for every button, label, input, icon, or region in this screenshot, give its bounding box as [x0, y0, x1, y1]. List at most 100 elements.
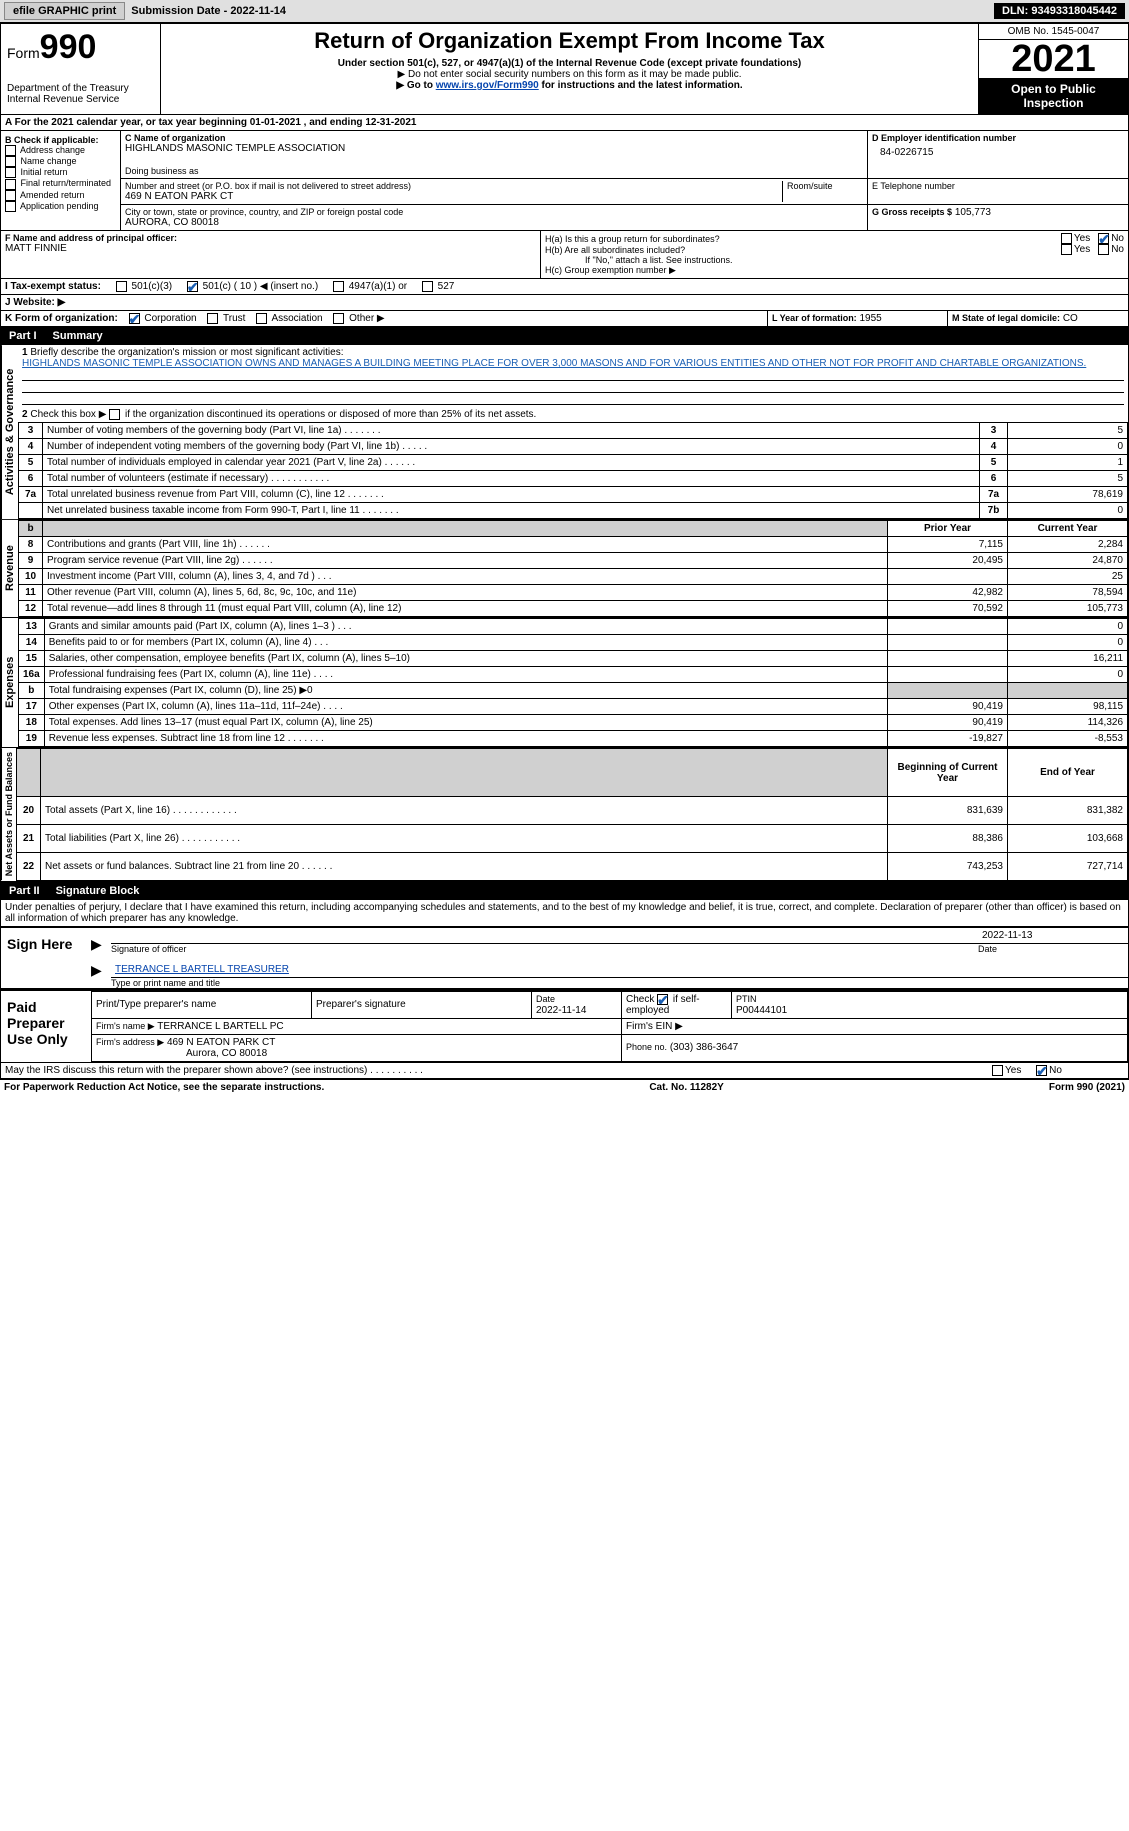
- b-opt-checkbox[interactable]: [5, 145, 16, 156]
- table-row: 22Net assets or fund balances. Subtract …: [17, 852, 1128, 880]
- section-g-label: G Gross receipts $: [872, 207, 952, 217]
- firm-addr2: Aurora, CO 80018: [96, 1048, 267, 1059]
- other-checkbox[interactable]: [333, 313, 344, 324]
- table-row: 15Salaries, other compensation, employee…: [19, 651, 1128, 667]
- sig-officer-field[interactable]: [111, 928, 978, 944]
- ha-yes-checkbox[interactable]: [1061, 233, 1072, 244]
- table-row: 9Program service revenue (Part VIII, lin…: [19, 553, 1128, 569]
- note-ssn: ▶ Do not enter social security numbers o…: [169, 69, 970, 80]
- section-fh: F Name and address of principal officer:…: [0, 231, 1129, 279]
- org-name: HIGHLANDS MASONIC TEMPLE ASSOCIATION: [125, 143, 863, 154]
- hb-yes-checkbox[interactable]: [1061, 244, 1072, 255]
- street-value: 469 N EATON PARK CT: [125, 191, 782, 202]
- 4947-checkbox[interactable]: [333, 281, 344, 292]
- section-b-label: B Check if applicable:: [5, 135, 116, 145]
- b-opt-checkbox[interactable]: [5, 190, 16, 201]
- 501c-checkbox[interactable]: [187, 281, 198, 292]
- section-b: B Check if applicable: Address change Na…: [1, 131, 121, 230]
- b-opt-checkbox[interactable]: [5, 167, 16, 178]
- table-row: 10Investment income (Part VIII, column (…: [19, 569, 1128, 585]
- dba-label: Doing business as: [125, 166, 863, 176]
- sig-date-value: 2022-11-13: [978, 928, 1128, 944]
- section-k-label: K Form of organization:: [5, 313, 118, 324]
- dln-label: DLN: 93493318045442: [994, 3, 1125, 19]
- trust-checkbox[interactable]: [207, 313, 218, 324]
- part2-num: Part II: [9, 885, 40, 897]
- q1-label: Briefly describe the organization's miss…: [30, 347, 343, 358]
- b-opt-checkbox[interactable]: [5, 201, 16, 212]
- self-employed-checkbox[interactable]: [657, 994, 668, 1005]
- part1-num: Part I: [9, 330, 37, 342]
- b-option: Initial return: [5, 167, 116, 178]
- discuss-no-checkbox[interactable]: [1036, 1065, 1047, 1076]
- table-row: 11Other revenue (Part VIII, column (A), …: [19, 585, 1128, 601]
- form-subtitle: Under section 501(c), 527, or 4947(a)(1)…: [169, 58, 970, 69]
- section-e-label: E Telephone number: [872, 181, 1124, 191]
- year-formation: 1955: [859, 313, 881, 324]
- arrow-icon: ▶: [91, 962, 111, 988]
- website-label: J Website: ▶: [1, 295, 1128, 310]
- part2-header: Part II Signature Block: [0, 882, 1129, 900]
- b-opt-checkbox[interactable]: [5, 156, 16, 167]
- section-i-label: I Tax-exempt status:: [5, 281, 101, 292]
- opt-527: 527: [438, 281, 455, 292]
- part2-title: Signature Block: [56, 885, 140, 897]
- officer-name-title: TERRANCE L BARTELL TREASURER: [111, 962, 1128, 978]
- revenue-label: Revenue: [1, 520, 18, 617]
- b-option: Name change: [5, 156, 116, 167]
- yes-label: Yes: [1074, 244, 1090, 255]
- table-row: 12Total revenue—add lines 8 through 11 (…: [19, 601, 1128, 617]
- ha-label: H(a) Is this a group return for subordin…: [545, 234, 1061, 244]
- pra-notice: For Paperwork Reduction Act Notice, see …: [4, 1082, 324, 1093]
- efile-print-button[interactable]: efile GRAPHIC print: [4, 2, 125, 20]
- table-row: Net unrelated business taxable income fr…: [19, 503, 1128, 519]
- sig-date-label: Date: [978, 944, 1128, 954]
- table-row: 8Contributions and grants (Part VIII, li…: [19, 537, 1128, 553]
- netassets-table: Beginning of Current YearEnd of Year20To…: [16, 748, 1128, 880]
- discuss-yes-checkbox[interactable]: [992, 1065, 1003, 1076]
- section-d-label: D Employer identification number: [872, 133, 1124, 143]
- table-row: 7aTotal unrelated business revenue from …: [19, 487, 1128, 503]
- note-link: ▶ Go to www.irs.gov/Form990 for instruct…: [169, 80, 970, 91]
- activities-governance-label: Activities & Governance: [1, 345, 18, 519]
- b-option: Amended return: [5, 190, 116, 201]
- hb-no-checkbox[interactable]: [1098, 244, 1109, 255]
- yes-label: Yes: [1074, 233, 1090, 244]
- arrow-icon: ▶: [91, 928, 111, 954]
- part1-title: Summary: [53, 330, 103, 342]
- room-label: Room/suite: [783, 181, 863, 202]
- q2-checkbox[interactable]: [109, 409, 120, 420]
- opt-501c: 501(c) ( 10 ) ◀ (insert no.): [203, 281, 319, 292]
- corp-checkbox[interactable]: [129, 313, 140, 324]
- paid-preparer-label: Paid Preparer Use Only: [1, 991, 91, 1062]
- b-option: Application pending: [5, 201, 116, 212]
- paid-preparer-section: Paid Preparer Use Only Print/Type prepar…: [0, 989, 1129, 1063]
- prep-name-label: Print/Type preparer's name: [92, 991, 312, 1018]
- expenses-table: 13Grants and similar amounts paid (Part …: [18, 618, 1128, 747]
- state-domicile: CO: [1063, 313, 1078, 324]
- table-header: Beginning of Current YearEnd of Year: [17, 749, 1128, 796]
- assoc-checkbox[interactable]: [256, 313, 267, 324]
- table-row: bTotal fundraising expenses (Part IX, co…: [19, 683, 1128, 699]
- form-number: Form990: [7, 28, 154, 67]
- expenses-label: Expenses: [1, 618, 18, 747]
- ha-no-checkbox[interactable]: [1098, 233, 1109, 244]
- firm-addr-label: Firm's address ▶: [96, 1037, 164, 1047]
- hc-label: H(c) Group exemption number ▶: [545, 265, 1124, 276]
- prep-sig-label: Preparer's signature: [312, 991, 532, 1018]
- irs-link[interactable]: www.irs.gov/Form990: [436, 80, 539, 91]
- section-klm: K Form of organization: Corporation Trus…: [0, 311, 1129, 327]
- discuss-text: May the IRS discuss this return with the…: [1, 1063, 988, 1078]
- prep-date-value: 2022-11-14: [536, 1005, 586, 1016]
- table-row: 4Number of independent voting members of…: [19, 439, 1128, 455]
- b-option: Address change: [5, 145, 116, 156]
- part1-header: Part I Summary: [0, 327, 1129, 345]
- table-row: 13Grants and similar amounts paid (Part …: [19, 619, 1128, 635]
- mission-text: HIGHLANDS MASONIC TEMPLE ASSOCIATION OWN…: [22, 358, 1086, 369]
- 527-checkbox[interactable]: [422, 281, 433, 292]
- b-opt-checkbox[interactable]: [5, 179, 16, 190]
- no-label: No: [1111, 244, 1124, 255]
- section-j: J Website: ▶: [0, 295, 1129, 311]
- table-header: bPrior YearCurrent Year: [19, 521, 1128, 537]
- 501c3-checkbox[interactable]: [116, 281, 127, 292]
